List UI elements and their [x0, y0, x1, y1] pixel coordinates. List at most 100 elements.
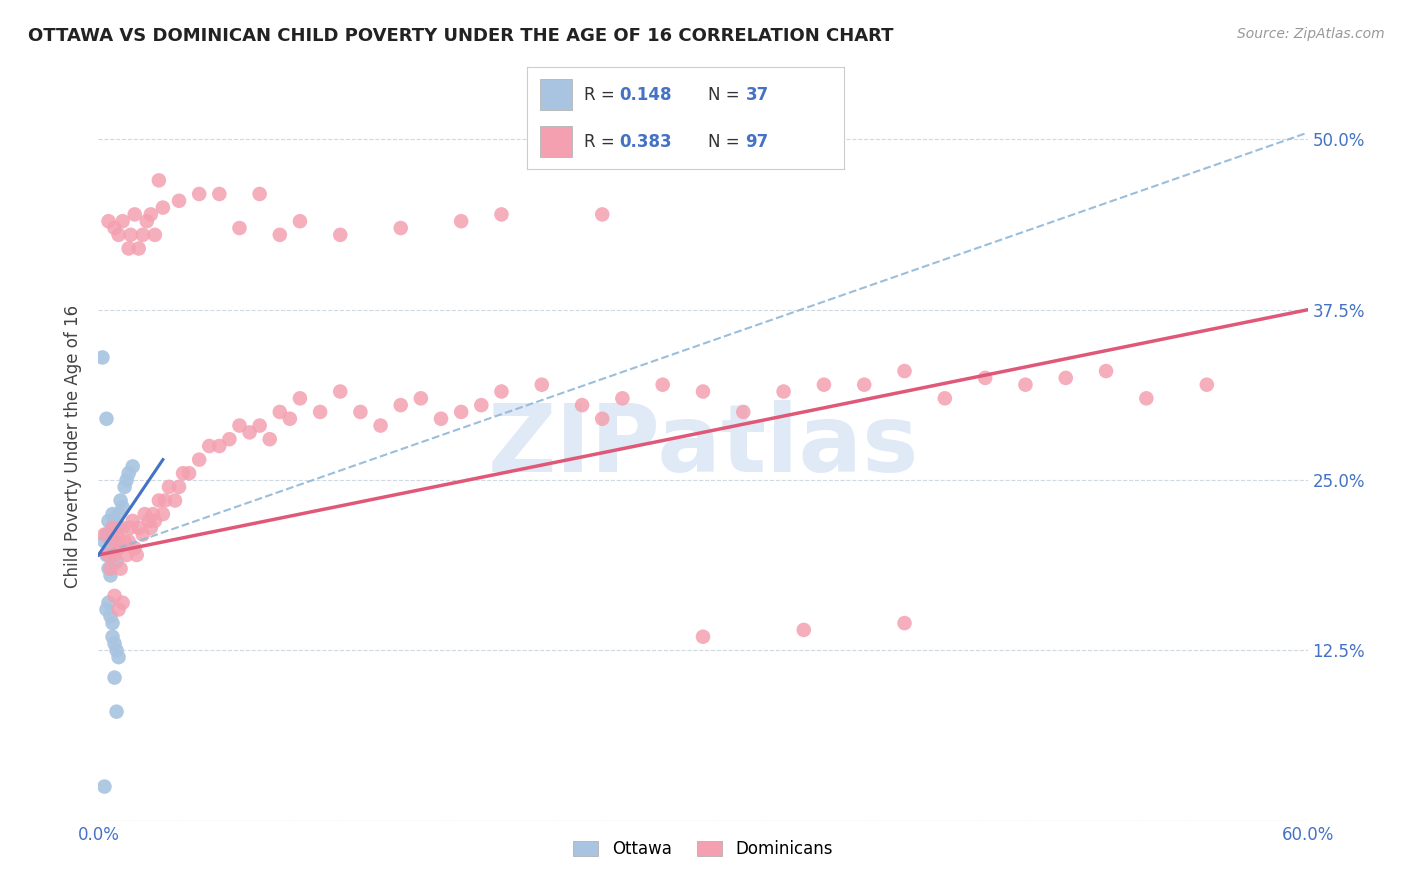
Point [1195, 377, 1218, 392]
Point [188, 452, 211, 467]
Point [893, 364, 915, 378]
Point [96, 548, 118, 562]
Point [107, 521, 129, 535]
Point [228, 418, 250, 433]
Point [107, 602, 129, 616]
Point [124, 207, 146, 221]
Y-axis label: Child Poverty Under the Age of 16: Child Poverty Under the Age of 16 [65, 304, 83, 588]
Text: 97: 97 [745, 133, 769, 151]
Point [934, 392, 956, 406]
Point [450, 214, 472, 228]
Point [96, 527, 118, 541]
Point [103, 589, 125, 603]
Point [110, 561, 132, 575]
Point [103, 636, 125, 650]
Point [269, 227, 291, 242]
Text: N =: N = [707, 133, 744, 151]
Point [118, 467, 141, 481]
Point [152, 201, 174, 215]
Text: R =: R = [585, 133, 620, 151]
Point [591, 411, 613, 425]
Point [97, 214, 120, 228]
Point [470, 398, 492, 412]
Point [105, 555, 128, 569]
Point [591, 207, 613, 221]
Point [148, 173, 170, 187]
Point [974, 371, 997, 385]
Point [1095, 364, 1118, 378]
Text: ZIPatlas: ZIPatlas [488, 400, 918, 492]
Point [198, 439, 221, 453]
Point [96, 602, 118, 616]
Point [128, 242, 150, 256]
Point [409, 392, 432, 406]
Text: N =: N = [707, 86, 744, 103]
Point [651, 377, 673, 392]
Point [813, 377, 835, 392]
Point [100, 568, 122, 582]
Point [692, 384, 714, 399]
Point [132, 227, 155, 242]
Point [111, 214, 134, 228]
Point [134, 507, 156, 521]
Point [105, 705, 128, 719]
Point [288, 214, 311, 228]
Point [239, 425, 262, 440]
Point [148, 493, 170, 508]
Point [138, 514, 160, 528]
Point [103, 221, 125, 235]
Point [135, 214, 157, 228]
Point [120, 227, 142, 242]
Point [269, 405, 291, 419]
Point [259, 432, 281, 446]
Point [152, 507, 174, 521]
Point [97, 527, 120, 541]
Point [101, 521, 124, 535]
Point [278, 411, 301, 425]
Point [97, 548, 120, 562]
Point [167, 194, 190, 208]
Point [115, 473, 138, 487]
Point [172, 467, 194, 481]
Point [218, 432, 240, 446]
Point [111, 500, 134, 515]
Point [107, 650, 129, 665]
Point [93, 527, 115, 541]
Point [100, 541, 122, 556]
Point [491, 384, 513, 399]
Point [349, 405, 371, 419]
Point [128, 521, 150, 535]
Point [103, 534, 125, 549]
Point [103, 671, 125, 685]
Point [97, 596, 120, 610]
Point [93, 780, 115, 794]
Point [163, 493, 186, 508]
Text: Source: ZipAtlas.com: Source: ZipAtlas.com [1237, 27, 1385, 41]
Point [124, 541, 146, 556]
Point [132, 527, 155, 541]
Point [139, 521, 162, 535]
Point [107, 541, 129, 556]
Point [115, 548, 138, 562]
FancyBboxPatch shape [540, 79, 571, 110]
Point [107, 227, 129, 242]
Point [733, 405, 755, 419]
Point [853, 377, 876, 392]
Point [1135, 392, 1157, 406]
Point [288, 392, 311, 406]
Point [530, 377, 553, 392]
Point [118, 242, 141, 256]
Point [101, 521, 124, 535]
Point [97, 514, 120, 528]
Point [1054, 371, 1077, 385]
Point [228, 221, 250, 235]
Point [179, 467, 201, 481]
Point [571, 398, 593, 412]
Point [142, 507, 165, 521]
Point [143, 227, 166, 242]
Point [612, 392, 634, 406]
Point [121, 514, 143, 528]
Text: 0.148: 0.148 [619, 86, 672, 103]
Point [93, 534, 115, 549]
Point [167, 480, 190, 494]
